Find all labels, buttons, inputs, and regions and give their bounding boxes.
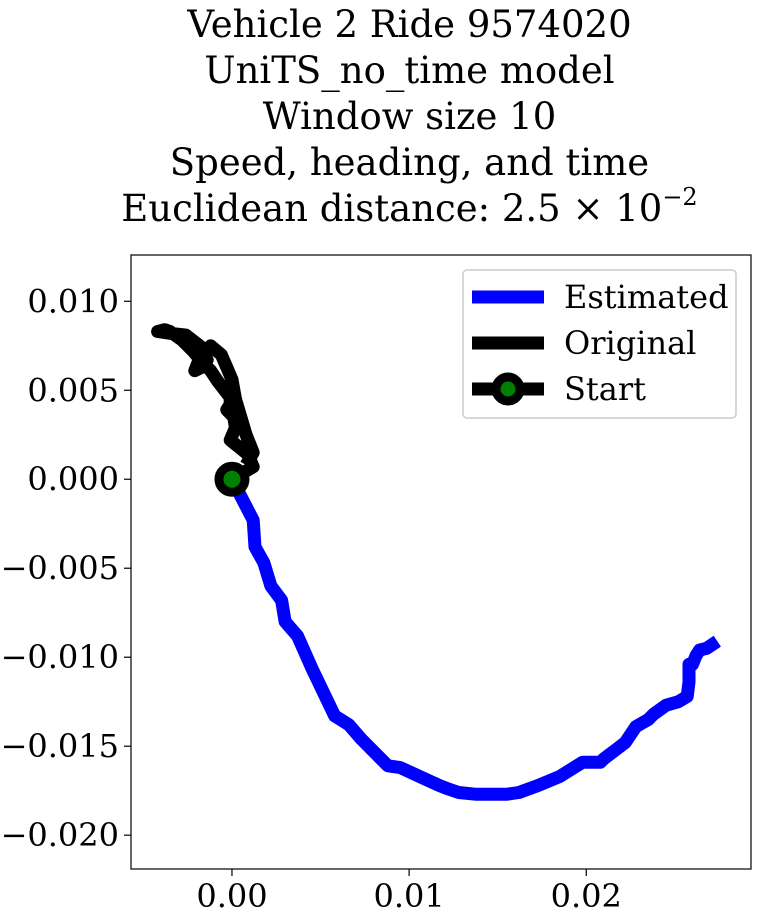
legend-label-estimated: Estimated <box>564 278 729 316</box>
x-tick-label: 0.01 <box>373 877 444 915</box>
title-distance-prefix: Euclidean distance: 2.5 × 10 <box>121 187 663 230</box>
chart-title: Vehicle 2 Ride 9574020 UniTS_no_time mod… <box>30 2 759 232</box>
start-marker <box>214 461 250 497</box>
y-tick-label: 0.000 <box>27 460 119 498</box>
legend: Estimated Original Start <box>462 269 737 419</box>
title-line-1: Vehicle 2 Ride 9574020 <box>187 3 632 46</box>
x-tick-label: 0.00 <box>196 877 267 915</box>
plot-frame <box>130 254 752 870</box>
legend-frame <box>462 269 737 419</box>
series-layer <box>151 323 721 801</box>
title-line-5: Euclidean distance: 2.5 × 10−2 <box>30 183 759 232</box>
title-line-4: Speed, heading, and time <box>169 141 650 184</box>
y-tick-label: −0.015 <box>1 727 119 765</box>
title-line-2: UniTS_no_time model <box>204 49 615 92</box>
y-tick-label: −0.005 <box>1 549 119 587</box>
x-tick-label: 0.02 <box>551 877 622 915</box>
y-tick-label: 0.005 <box>27 371 119 409</box>
ticks-layer: 0.00 0.01 0.02 0.010 0.005 0.000 −0.005 −0.010 −… <box>1 282 622 915</box>
title-line-3: Window size 10 <box>262 95 557 138</box>
title-distance-exponent: −2 <box>662 183 698 211</box>
legend-start-marker <box>491 372 525 406</box>
series-line-estimated <box>226 476 721 801</box>
legend-label-original: Original <box>564 324 696 362</box>
y-tick-label: −0.010 <box>1 638 119 676</box>
legend-label-start: Start <box>564 370 646 408</box>
y-tick-label: −0.020 <box>1 816 119 854</box>
series-line-original <box>151 323 260 485</box>
y-tick-label: 0.010 <box>27 282 119 320</box>
